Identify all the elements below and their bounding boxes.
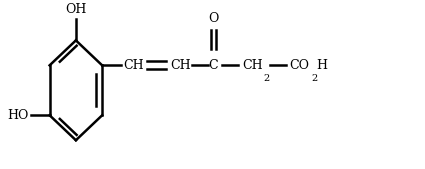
Text: C: C	[209, 59, 218, 72]
Text: CH: CH	[242, 59, 263, 72]
Text: HO: HO	[7, 109, 28, 122]
Text: OH: OH	[65, 3, 87, 16]
Text: 2: 2	[263, 74, 269, 83]
Text: CH: CH	[170, 59, 191, 72]
Text: O: O	[208, 12, 218, 25]
Text: CH: CH	[123, 59, 144, 72]
Text: CO: CO	[290, 59, 310, 72]
Text: H: H	[316, 59, 327, 72]
Text: 2: 2	[312, 74, 318, 83]
